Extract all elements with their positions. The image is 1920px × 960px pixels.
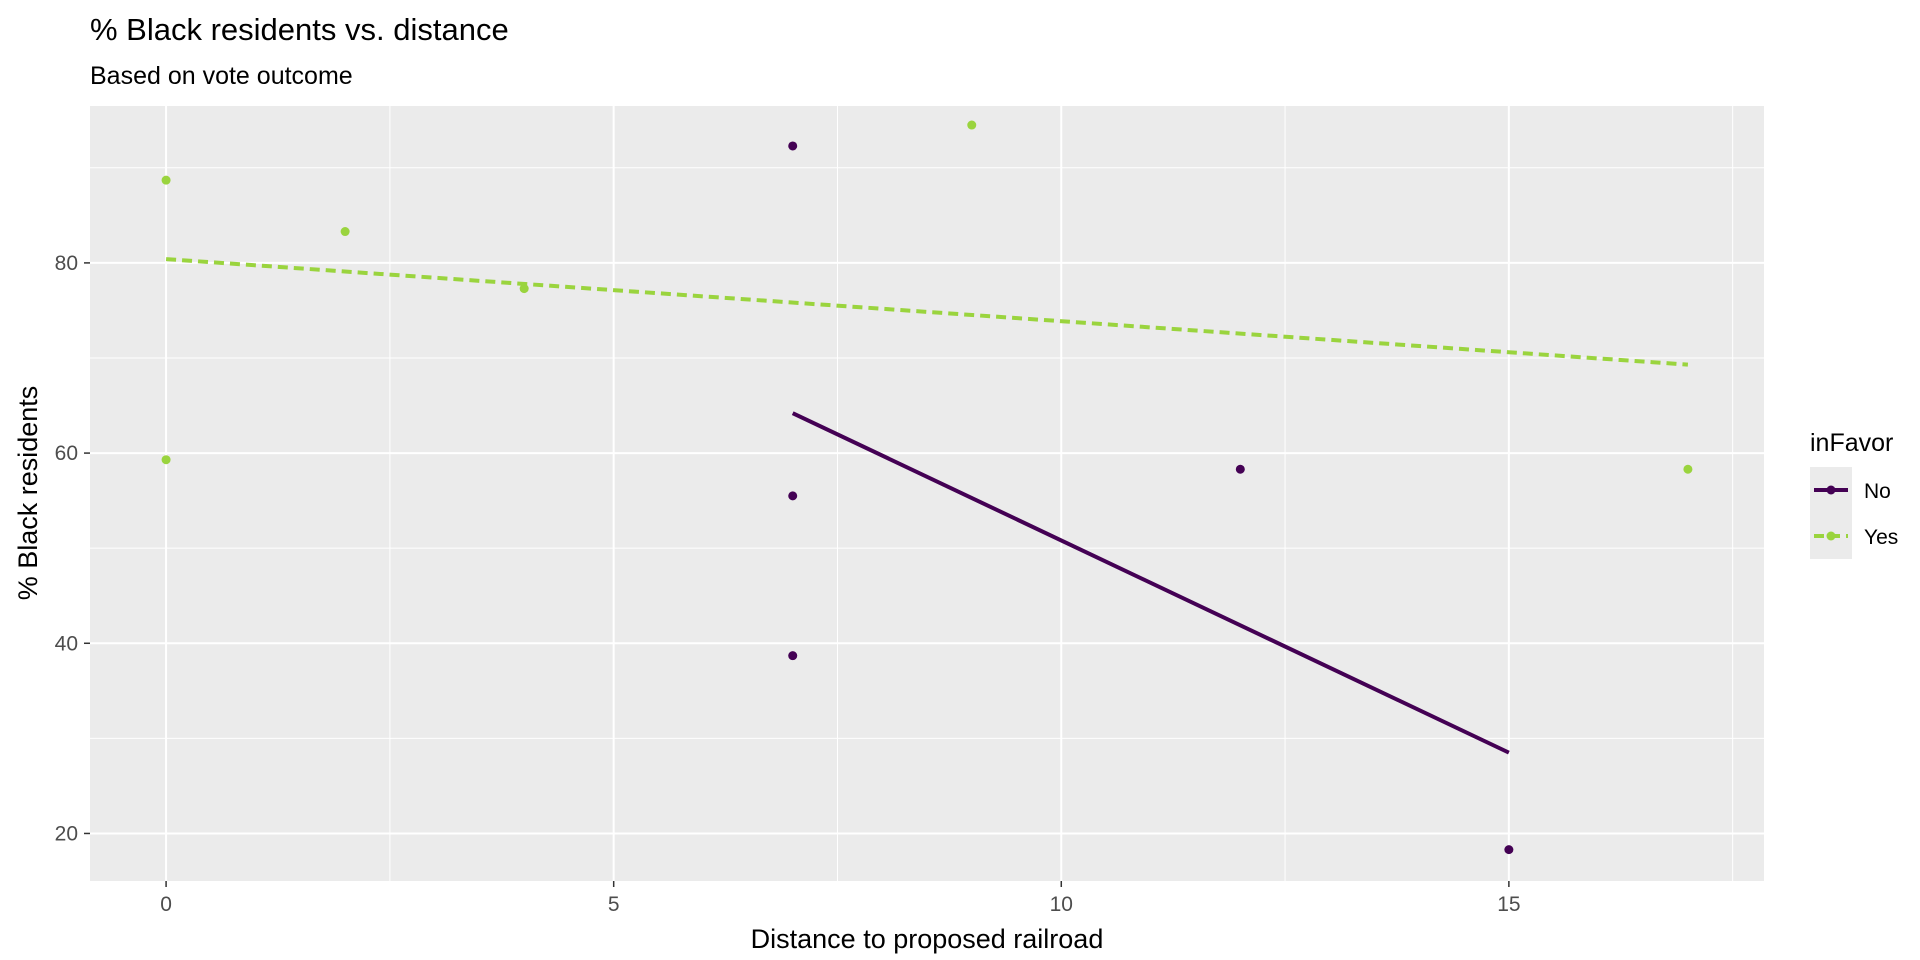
x-axis-title: Distance to proposed railroad <box>751 924 1104 954</box>
data-point-no <box>788 651 798 661</box>
chart-title: % Black residents vs. distance <box>90 12 509 47</box>
data-point-yes <box>161 455 171 465</box>
legend-key-point <box>1826 485 1836 495</box>
trend-lines <box>165 257 1689 755</box>
y-tick-label: 40 <box>55 632 78 655</box>
trend-line-yes <box>165 257 1689 367</box>
data-point-no <box>1235 464 1245 474</box>
y-tick-label: 60 <box>55 442 78 465</box>
plot-panel <box>90 106 1764 881</box>
grid-lines <box>90 106 1764 881</box>
x-tick-label: 10 <box>1050 893 1073 916</box>
data-points <box>161 120 1693 855</box>
legend-label-no: No <box>1864 480 1891 503</box>
chart-subtitle: Based on vote outcome <box>90 62 353 90</box>
data-point-no <box>788 141 798 151</box>
data-point-yes <box>340 227 350 237</box>
y-tick-label: 80 <box>55 252 78 275</box>
x-tick-label: 15 <box>1497 893 1520 916</box>
x-axis: 0 5 10 15 <box>160 881 1521 916</box>
y-axis-title: % Black residents <box>13 386 43 601</box>
legend: inFavor No Yes <box>1810 429 1898 559</box>
legend-key-point <box>1826 531 1836 541</box>
x-tick-label: 5 <box>608 893 620 916</box>
trend-line-no <box>791 411 1510 755</box>
legend-title: inFavor <box>1810 429 1893 457</box>
y-axis: 20 40 60 80 <box>55 252 90 845</box>
data-point-no <box>1504 845 1514 855</box>
data-point-yes <box>519 284 529 294</box>
y-tick-label: 20 <box>55 822 78 845</box>
data-point-yes <box>1683 464 1693 474</box>
x-tick-label: 0 <box>160 893 172 916</box>
legend-label-yes: Yes <box>1864 526 1898 549</box>
data-point-yes <box>967 120 977 130</box>
data-point-no <box>788 491 798 501</box>
data-point-yes <box>161 175 171 185</box>
